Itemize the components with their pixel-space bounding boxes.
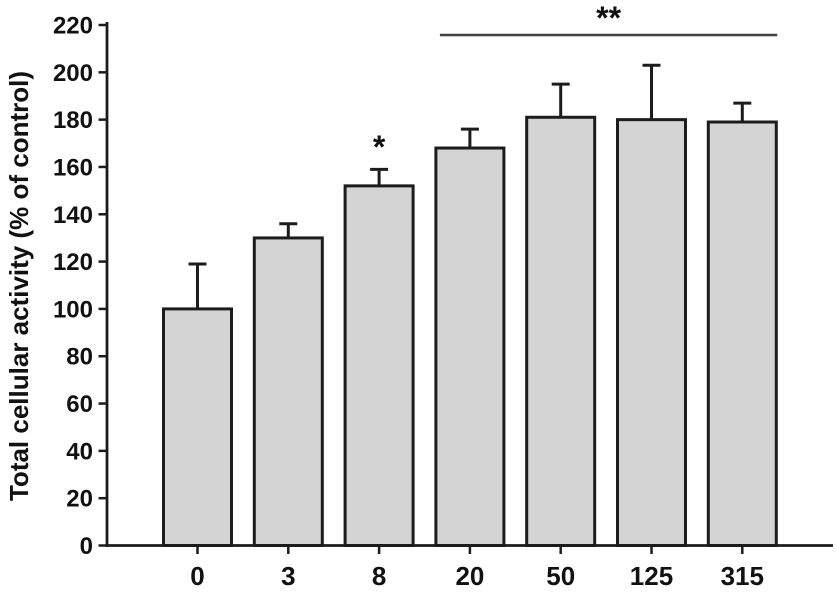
bar xyxy=(252,236,324,547)
x-tick-label: 8 xyxy=(372,561,386,591)
bar xyxy=(706,120,778,548)
x-tick-label: 3 xyxy=(281,561,295,591)
y-tick-label: 120 xyxy=(53,249,93,276)
y-tick-label: 20 xyxy=(66,486,93,513)
bar xyxy=(343,184,415,548)
y-tick-label: 200 xyxy=(53,60,93,87)
y-tick-label: 40 xyxy=(66,438,93,465)
y-axis-title: Total cellular activity (% of control) xyxy=(4,71,34,501)
y-tick-label: 160 xyxy=(53,154,93,181)
y-tick-label: 100 xyxy=(53,296,93,323)
y-tick-label: 140 xyxy=(53,202,93,229)
x-tick-label: 0 xyxy=(190,561,204,591)
single-star-annotation: * xyxy=(373,129,386,165)
x-tick-label: 125 xyxy=(630,561,673,591)
x-tick-label: 315 xyxy=(721,561,764,591)
y-tick-label: 80 xyxy=(66,344,93,371)
y-tick-label: 0 xyxy=(80,533,93,560)
x-tick-label: 20 xyxy=(455,561,484,591)
y-tick-label: 180 xyxy=(53,107,93,134)
bar xyxy=(525,115,597,548)
y-tick-label: 220 xyxy=(53,13,93,40)
bar xyxy=(162,307,233,547)
y-tick-label: 60 xyxy=(66,391,93,418)
bar xyxy=(434,146,506,547)
x-tick-label: 50 xyxy=(546,561,575,591)
double-star-annotation: ** xyxy=(596,0,621,36)
bar xyxy=(616,118,687,548)
